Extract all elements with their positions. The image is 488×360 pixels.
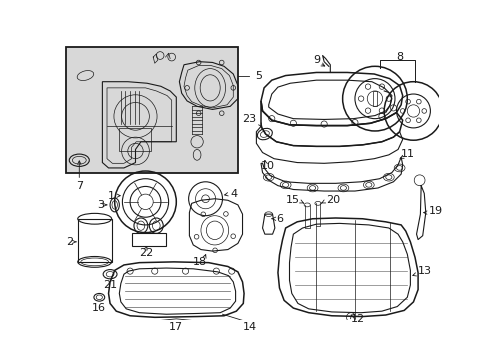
Text: 15: 15 xyxy=(285,195,299,205)
Text: 18: 18 xyxy=(192,257,206,267)
Text: 2: 2 xyxy=(66,237,73,247)
Text: 19: 19 xyxy=(428,206,442,216)
Text: 17: 17 xyxy=(169,322,183,332)
Text: 5: 5 xyxy=(254,71,261,81)
Text: 9: 9 xyxy=(312,55,319,65)
Text: 10: 10 xyxy=(261,161,274,171)
Text: 8: 8 xyxy=(395,52,402,62)
Text: 12: 12 xyxy=(350,314,365,324)
FancyBboxPatch shape xyxy=(66,47,238,172)
Text: 13: 13 xyxy=(417,266,431,276)
Text: 14: 14 xyxy=(243,322,257,332)
Text: 6: 6 xyxy=(276,214,283,224)
Text: 21: 21 xyxy=(103,280,117,290)
Text: 7: 7 xyxy=(76,181,82,191)
Text: 3: 3 xyxy=(97,200,104,210)
Text: 16: 16 xyxy=(92,303,106,313)
Text: 23: 23 xyxy=(242,114,256,123)
Text: 22: 22 xyxy=(139,248,153,258)
Text: 11: 11 xyxy=(400,149,414,159)
Text: 4: 4 xyxy=(230,189,237,199)
Text: 20: 20 xyxy=(325,195,339,205)
Text: 1: 1 xyxy=(107,191,115,201)
